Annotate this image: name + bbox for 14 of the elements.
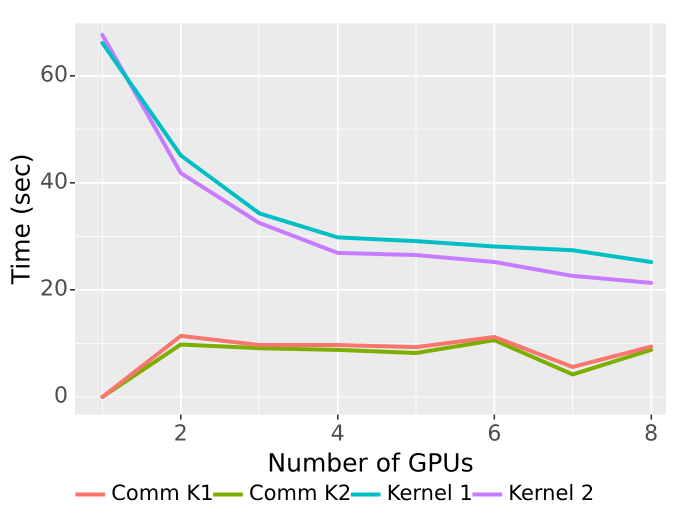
legend-label: Comm K1 — [111, 480, 214, 505]
y-tick-label: 40 — [40, 169, 68, 194]
x-tick-label: 6 — [487, 422, 502, 447]
y-axis-title: Time (sec) — [6, 154, 36, 286]
x-tick-label: 4 — [330, 422, 345, 447]
y-tick-label: 60 — [40, 62, 68, 88]
x-axis-title: Number of GPUs — [267, 448, 474, 478]
y-tick-label: 0 — [54, 384, 68, 409]
y-tick-label: 20 — [40, 276, 68, 302]
legend-label: Kernel 2 — [508, 480, 594, 505]
x-tick-label: 2 — [174, 422, 188, 447]
legend-label: Comm K2 — [248, 480, 352, 505]
legend-label: Kernel 1 — [386, 480, 473, 505]
x-tick-label: 8 — [644, 422, 658, 447]
